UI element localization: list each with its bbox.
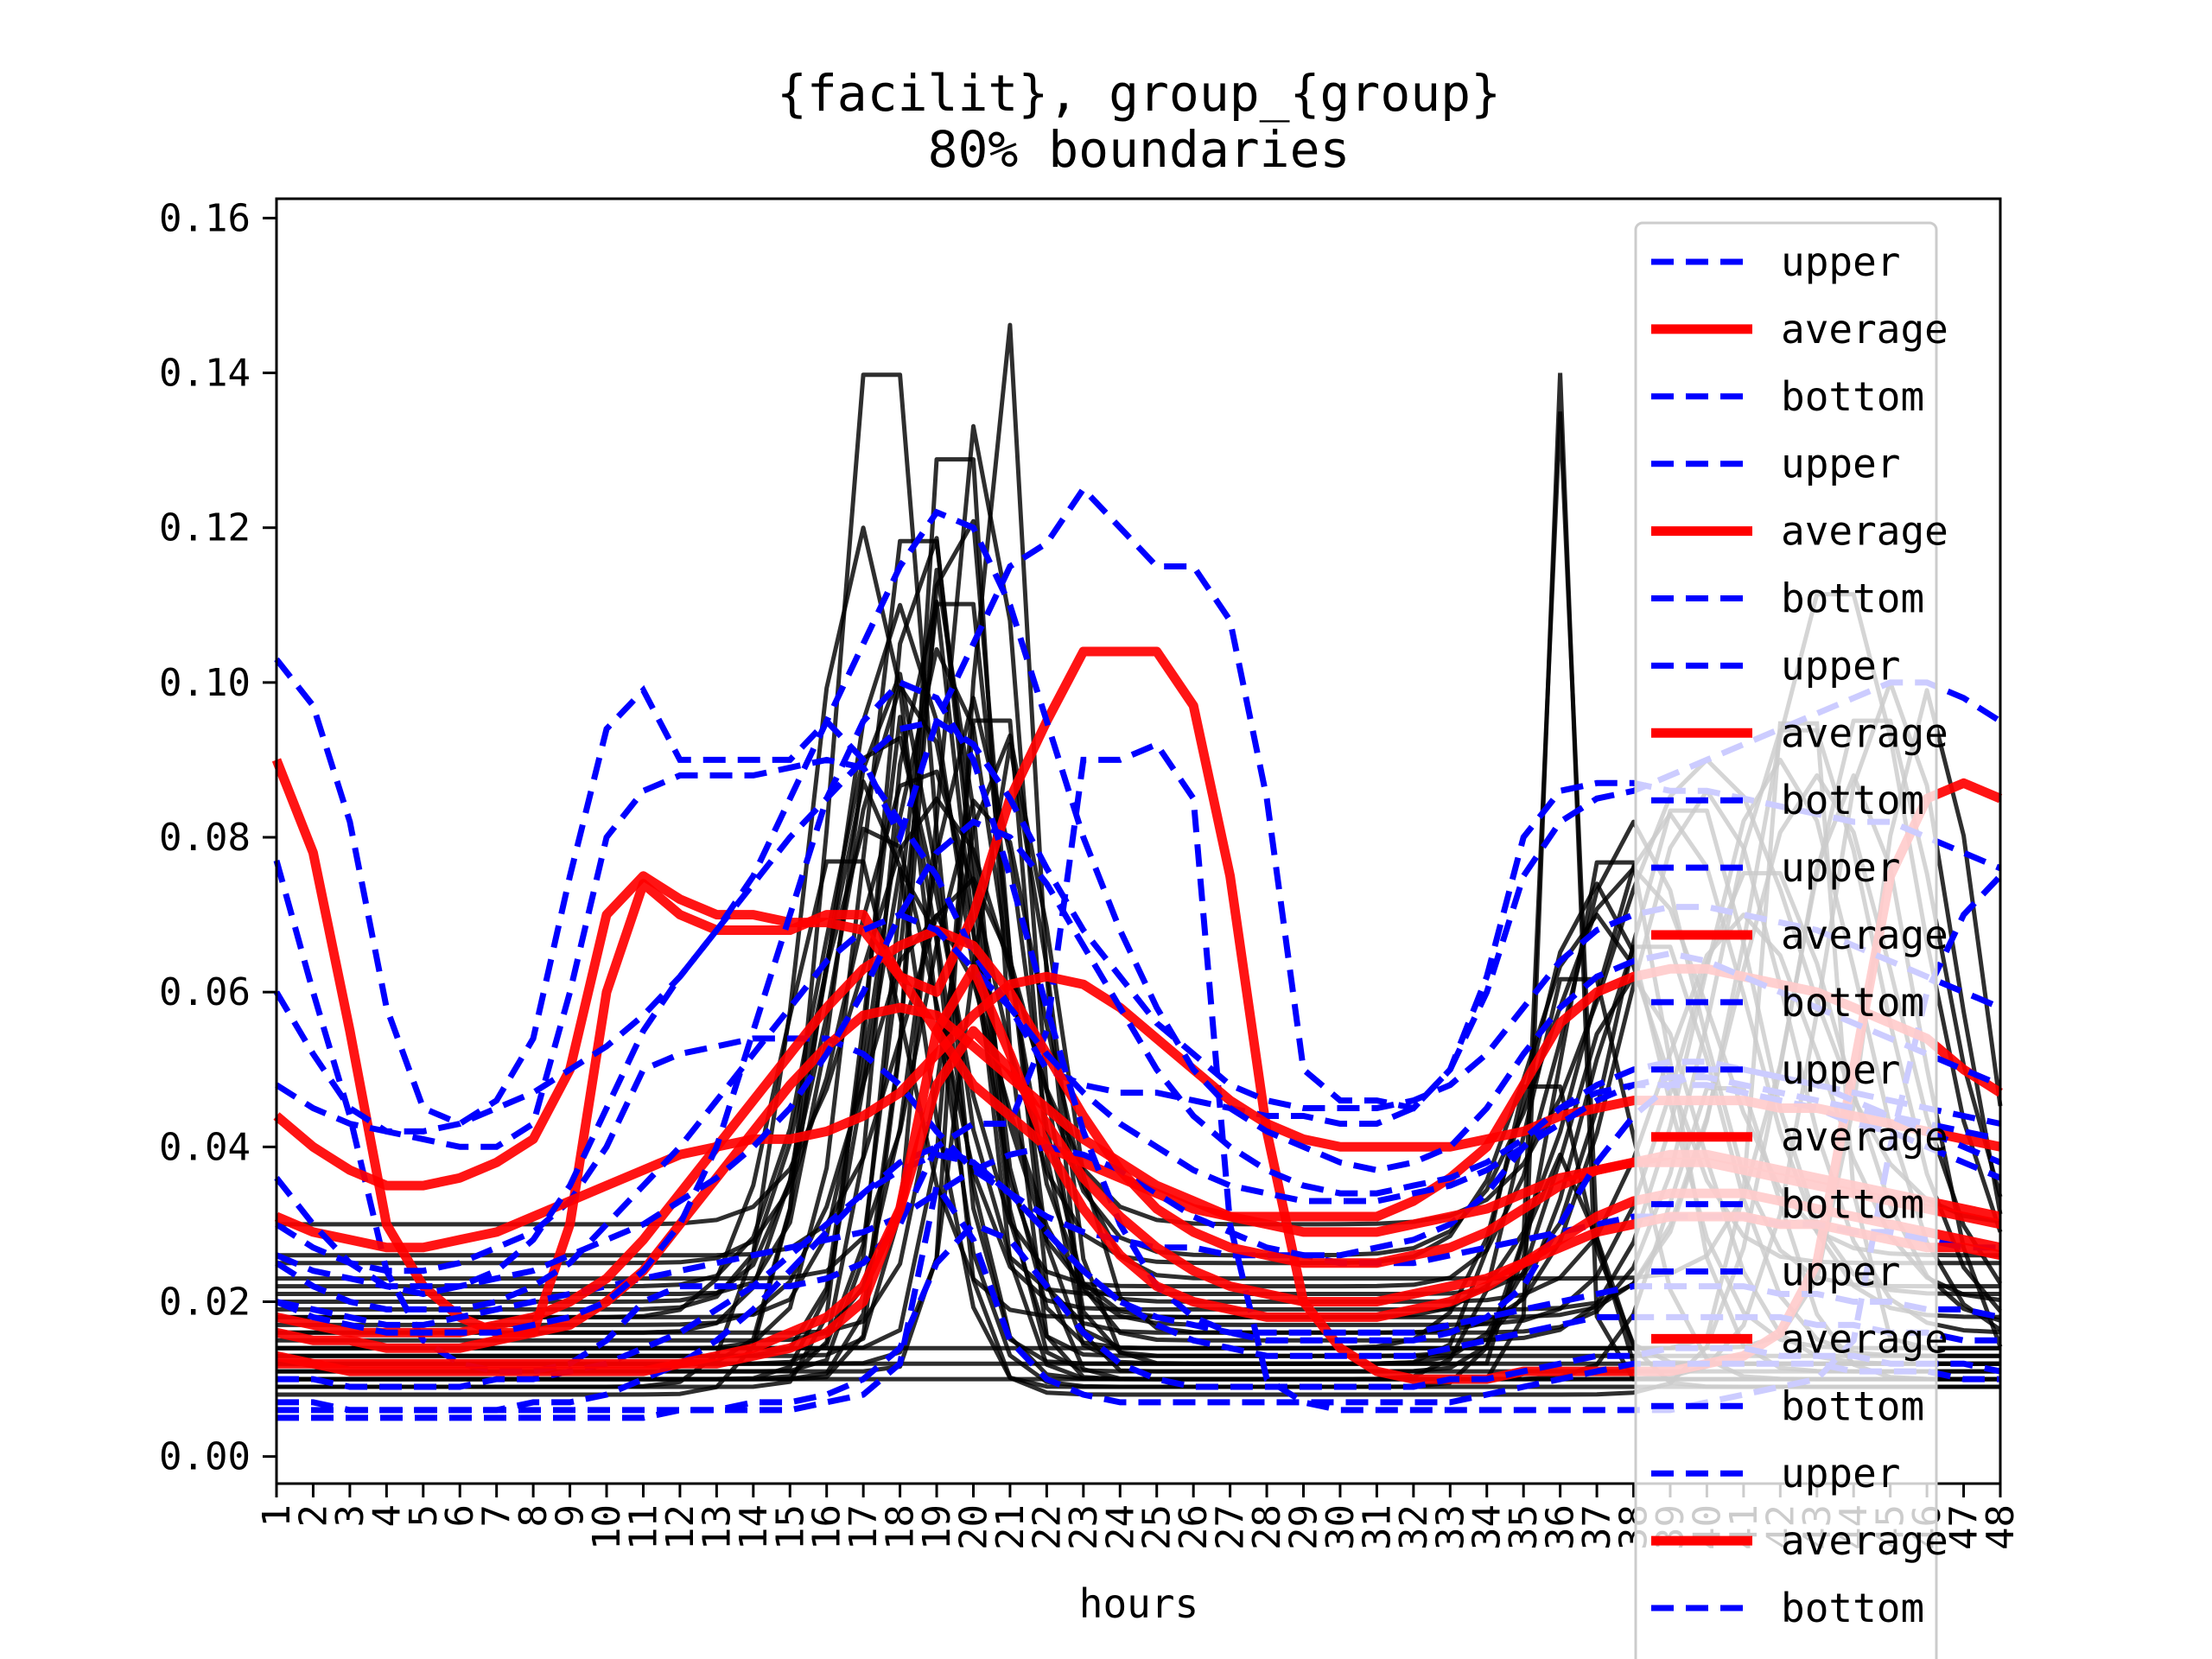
x-axis-label: hours: [1079, 1580, 1198, 1627]
x-tick-label: 2: [291, 1504, 335, 1528]
x-tick-label: 34: [1465, 1504, 1510, 1550]
y-tick-label: 0.06: [159, 970, 251, 1014]
x-tick-label: 22: [1025, 1504, 1069, 1550]
x-tick-label: 23: [1062, 1504, 1106, 1550]
plot-frame: [275, 197, 2002, 1485]
x-tick-label: 13: [695, 1504, 739, 1550]
x-tick-label: 14: [732, 1504, 776, 1550]
y-axis: 0.00 0.02 0.04 0.06 0.08 0.10 0.12 0.14 0.16: [159, 196, 276, 1479]
legend-label-bottom: bottom: [1781, 777, 1924, 823]
upper-boundary-line: [274, 484, 2002, 1128]
legend-label-bottom: bottom: [1781, 575, 1924, 622]
x-tick-label: 28: [1245, 1504, 1289, 1550]
x-tick-label: 24: [1098, 1504, 1142, 1550]
x-tick-label: 10: [585, 1504, 629, 1550]
legend-label-average: average: [1781, 1517, 1948, 1564]
x-tick-label: 47: [1942, 1504, 1986, 1550]
legend-label-upper: upper: [1781, 1249, 1900, 1295]
x-tick-label: 33: [1428, 1504, 1472, 1550]
x-tick-label: 15: [768, 1504, 812, 1550]
x-tick-label: 3: [328, 1504, 372, 1528]
legend-label-average: average: [1781, 306, 1948, 353]
x-tick-label: 5: [402, 1504, 446, 1528]
chart-title: {facilit}, group_{group}: [777, 64, 1501, 123]
x-tick-label: 9: [549, 1504, 593, 1528]
y-tick-label: 0.14: [159, 352, 251, 396]
legend-label-upper: upper: [1781, 441, 1900, 487]
x-tick-label: 7: [475, 1504, 519, 1528]
legend-label-bottom: bottom: [1781, 373, 1924, 420]
upper-boundary-line: [275, 818, 2001, 1290]
x-tick-label: 36: [1539, 1504, 1583, 1550]
y-tick-label: 0.08: [159, 816, 251, 860]
legend-label-upper: upper: [1781, 844, 1900, 891]
chart-subtitle: 80% boundaries: [928, 120, 1351, 179]
x-tick-label: 19: [915, 1504, 959, 1550]
x-tick-label: 48: [1979, 1504, 2023, 1550]
x-tick-label: 16: [805, 1504, 849, 1550]
x-tick-label: 26: [1172, 1504, 1216, 1550]
x-tick-label: 6: [438, 1504, 482, 1528]
legend-label-bottom: bottom: [1781, 1181, 1924, 1228]
x-tick-label: 17: [842, 1504, 886, 1550]
bottom-boundary-line: [276, 1178, 2000, 1421]
x-tick-label: 18: [879, 1504, 923, 1550]
legend-label-upper: upper: [1781, 1450, 1900, 1497]
x-tick-label: 27: [1209, 1504, 1253, 1550]
x-tick-label: 20: [951, 1504, 995, 1550]
x-tick-label: 4: [365, 1504, 409, 1528]
y-tick-label: 0.12: [159, 506, 251, 550]
legend-label-bottom: bottom: [1781, 979, 1924, 1026]
legend-label-average: average: [1781, 709, 1948, 756]
x-tick-label: 30: [1319, 1504, 1363, 1550]
y-tick-label: 0.04: [159, 1125, 251, 1169]
x-tick-label: 31: [1355, 1504, 1399, 1550]
y-tick-label: 0.02: [159, 1280, 251, 1324]
legend-label-average: average: [1781, 1315, 1948, 1362]
legend-label-average: average: [1781, 1114, 1948, 1160]
x-tick-label: 29: [1282, 1504, 1326, 1550]
x-tick-label: 21: [988, 1504, 1033, 1550]
x-tick-label: 1: [255, 1504, 299, 1528]
y-tick-label: 0.16: [159, 196, 251, 240]
x-tick-label: 37: [1575, 1504, 1619, 1550]
x-tick-label: 8: [512, 1504, 556, 1528]
legend-label-upper: upper: [1781, 1046, 1900, 1093]
legend-label-bottom: bottom: [1781, 1382, 1924, 1429]
x-tick-label: 11: [621, 1504, 665, 1550]
x-tick-label: 35: [1502, 1504, 1546, 1550]
x-tick-label: 12: [658, 1504, 702, 1550]
legend-label-average: average: [1781, 508, 1948, 555]
x-tick-label: 25: [1135, 1504, 1179, 1550]
bottom-boundary-line: [273, 741, 2003, 1414]
y-tick-label: 0.10: [159, 661, 251, 705]
legend-label-upper: upper: [1781, 642, 1900, 689]
y-tick-label: 0.00: [159, 1435, 251, 1479]
upper-boundary-line: [274, 508, 2002, 1298]
legend-label-average: average: [1781, 912, 1948, 958]
legend-box: [1634, 221, 1938, 1659]
legend-label-bottom: bottom: [1781, 1585, 1924, 1631]
legend: upper average bottom upper average bottom uppe…: [1634, 221, 1948, 1659]
x-tick-label: 32: [1392, 1504, 1436, 1550]
legend-label-upper: upper: [1781, 238, 1900, 285]
